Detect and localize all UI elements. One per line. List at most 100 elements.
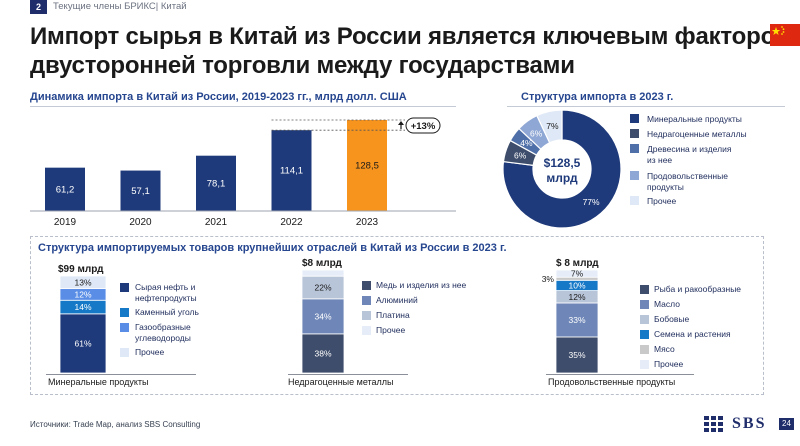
legend-item-fish: Рыба и ракообразные — [654, 284, 742, 294]
donut-slice-label: 6% — [530, 128, 543, 138]
legend-item-crude-line2: нефтепродукты — [135, 293, 197, 303]
legend-item-copper: Медь и изделия из нее — [376, 280, 467, 290]
legend-swatch — [640, 285, 649, 294]
china-flag-icon — [770, 24, 800, 46]
divider — [546, 374, 694, 375]
stack-segment — [302, 270, 344, 277]
sbs-logo: SBS — [704, 414, 776, 434]
x-tick-label: 2021 — [205, 217, 228, 228]
source-note: Источники: Trade Map, анализ SBS Consult… — [30, 420, 201, 429]
bar-2019 — [45, 167, 85, 211]
x-tick-label: 2019 — [54, 217, 77, 228]
legend-item-seeds: Семена и растения — [654, 329, 731, 339]
pie-legend: Минеральные продукты Недрагоценные метал… — [630, 114, 790, 214]
breadcrumb: Текущие члены БРИКС| Китай — [53, 1, 187, 12]
growth-badge-text: +13% — [411, 121, 436, 132]
x-tick-label: 2023 — [356, 217, 379, 228]
bar-2022 — [271, 130, 312, 211]
bar-value-label: 61,2 — [56, 184, 75, 195]
donut-slice-label: 7% — [546, 121, 559, 131]
legend-swatch — [630, 129, 639, 138]
import-dynamics-bar-chart: 61,2 2019 57,1 2020 78,1 2021 114,1 2022 128,5 20… — [30, 117, 456, 228]
bar-2023 — [347, 120, 387, 211]
bar-value-label: 114,1 — [280, 166, 303, 177]
page-number: 24 — [779, 418, 794, 430]
page-title-line-2: двусторонней торговли между государствам… — [30, 52, 575, 79]
bar-chart-title: Динамика импорта в Китай из России, 2019… — [30, 91, 407, 103]
stack-segment-label: 61% — [74, 338, 91, 348]
legend-swatch — [362, 281, 371, 290]
legend-item-wood: Древесина и изделия — [647, 144, 732, 154]
legend-item-other: Прочее — [647, 196, 677, 206]
sbs-logo-text: SBS — [732, 415, 767, 432]
stack-segment — [60, 276, 106, 290]
x-tick-label: 2022 — [280, 217, 303, 228]
stack-segment-label: 14% — [74, 302, 91, 312]
bar-2020 — [120, 170, 161, 211]
stack-segment-label: 38% — [314, 348, 331, 358]
legend-swatch — [640, 345, 649, 354]
legend-item-gas-line2: углеводороды — [135, 333, 191, 343]
stack-legend-food: Рыба и ракообразные Масло Бобовые Семена… — [640, 284, 770, 374]
donut-slice — [536, 109, 563, 144]
legend-item-other: Прочее — [654, 359, 684, 369]
legend-item-meat: Мясо — [654, 344, 675, 354]
stack-segment-label: 33% — [568, 315, 585, 325]
stack-segment-label: 3% — [542, 274, 555, 284]
legend-swatch — [120, 308, 129, 317]
bar-value-label: 57,1 — [131, 186, 150, 197]
legend-item-coal: Каменный уголь — [135, 307, 199, 317]
pie-chart-title: Структура импорта в 2023 г. — [521, 91, 674, 103]
legend-item-platinum: Платина — [376, 310, 410, 320]
stack-segment-label: 13% — [74, 277, 91, 287]
stack-bar-food: 35% 33% 12% 10% 3% 7% — [542, 270, 599, 373]
legend-item-beans: Бобовые — [654, 314, 690, 324]
legend-swatch — [640, 315, 649, 324]
legend-item-aluminium: Алюминий — [376, 295, 418, 305]
legend-item-food-line2: продукты — [647, 182, 684, 192]
legend-item-wood-line2: из нее — [647, 155, 673, 165]
legend-swatch — [362, 296, 371, 305]
legend-swatch — [120, 323, 129, 332]
legend-swatch — [120, 283, 129, 292]
donut-slice — [502, 109, 622, 229]
donut-slice-label: 77% — [583, 197, 600, 207]
sbs-logo-grid-icon — [704, 416, 723, 432]
donut-center-unit: млрд — [546, 171, 578, 185]
page-title: Импорт сырья в Китай из России является … — [30, 22, 792, 80]
legend-item-other: Прочее — [376, 325, 406, 335]
legend-item-gas: Газообразные — [135, 322, 191, 332]
legend-swatch — [640, 330, 649, 339]
stack-bar-metals: 38%34%22%6% — [302, 270, 344, 373]
divider — [507, 106, 785, 107]
stack-segment-label: 7% — [571, 270, 584, 279]
stack-segment-label: 34% — [314, 311, 331, 321]
industry-structure-title: Структура импортируемых товаров крупнейш… — [38, 242, 507, 254]
stack-total-mineral: $99 млрд — [58, 264, 104, 275]
stack-legend-mineral: Сырая нефть и нефтепродукты Каменный уго… — [120, 282, 230, 362]
legend-swatch — [630, 114, 639, 123]
stack-segment-label: 22% — [314, 283, 331, 293]
legend-swatch — [630, 171, 639, 180]
stack-legend-metals: Медь и изделия из нее Алюминий Платина П… — [362, 280, 502, 340]
legend-item-crude: Сырая нефть и — [135, 282, 196, 292]
import-structure-donut-chart: 77%6%4%6%7% $128,5 млрд — [502, 109, 622, 229]
legend-swatch — [120, 348, 129, 357]
bar-value-label: 78,1 — [207, 178, 226, 189]
legend-item-food: Продовольственные — [647, 171, 728, 181]
stack-caption-metals: Недрагоценные металлы — [288, 377, 394, 387]
industry-structure-panel — [30, 236, 764, 395]
legend-item-oil: Масло — [654, 299, 680, 309]
stack-total-food: $ 8 млрд — [556, 258, 599, 269]
stack-segment — [555, 336, 599, 373]
legend-swatch — [640, 360, 649, 369]
bar-2021 — [196, 155, 236, 211]
stack-segment — [555, 302, 599, 338]
legend-swatch — [630, 144, 639, 153]
bar-value-label: 128,5 — [355, 161, 379, 172]
stack-segment — [555, 270, 599, 278]
stack-caption-mineral: Минеральные продукты — [48, 377, 149, 387]
legend-swatch — [362, 311, 371, 320]
stack-segment-label: 12% — [74, 289, 91, 299]
stack-segment — [302, 298, 344, 335]
